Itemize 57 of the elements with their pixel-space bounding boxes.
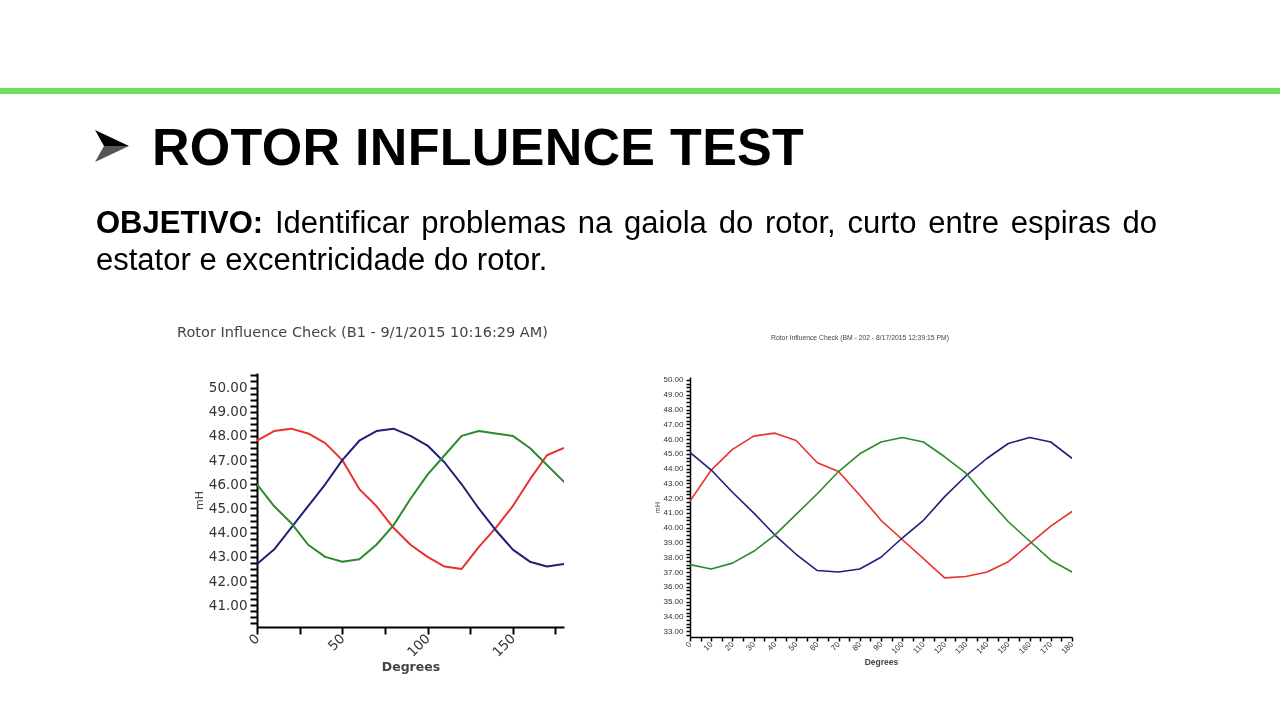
y-tick-label: 37.00 (663, 567, 685, 577)
x-tick-label: 140 (974, 639, 991, 656)
x-tick-label: 150 (995, 639, 1013, 656)
x-tick-label: 40 (765, 639, 779, 653)
y-tick-label: 42.00 (208, 572, 248, 589)
y-tick-label: 49.00 (208, 403, 248, 420)
text: OBJETIVO: (96, 205, 264, 240)
y-tick-label: 40.00 (663, 523, 685, 533)
y-tick-label: 41.00 (208, 596, 248, 613)
x-tick-label: 50 (786, 639, 800, 653)
y-tick-label: 36.00 (663, 582, 685, 592)
y-tick-label: 48.00 (663, 405, 685, 414)
y-tick-label: 50.00 (208, 379, 248, 396)
x-tick-label: 0 (683, 639, 694, 650)
y-tick-label: 45.00 (208, 499, 248, 516)
y-tick-label: 50.00 (663, 375, 685, 385)
x-tick-label: 0 (245, 630, 263, 648)
x-tick-label: 10 (701, 639, 715, 653)
y-tick-label: 46.00 (208, 475, 248, 492)
y-tick-label: 33.00 (663, 626, 685, 636)
y-tick-label: 44.00 (663, 464, 685, 474)
y-tick-label: 47.00 (663, 419, 685, 429)
x-tick-label: 30 (744, 639, 758, 653)
chart-title: Rotor Influence Check (B1 - 9/1/2015 10:16:29 AM) (177, 323, 548, 340)
x-tick-label: 160 (1017, 639, 1034, 656)
x-tick-label: 170 (1038, 639, 1055, 656)
y-tick-label: 46.00 (663, 434, 685, 444)
y-axis-title: mH (192, 491, 206, 510)
x-tick-label: 80 (850, 639, 864, 653)
text: ROTOR INFLUENCE TEST (152, 118, 805, 176)
x-axis-title: Degrees (381, 659, 441, 675)
x-tick-label: 90 (871, 639, 885, 653)
y-tick-label: 34.00 (663, 611, 685, 621)
x-tick-label: 100 (889, 639, 906, 656)
x-tick-label: 180 (1059, 639, 1076, 656)
y-tick-label: 48.00 (208, 427, 248, 444)
y-tick-label: 43.00 (208, 548, 248, 565)
y-tick-label: 39.00 (663, 537, 685, 547)
x-tick-label: 100 (403, 630, 434, 660)
x-tick-label: 120 (932, 639, 949, 656)
y-tick-label: 35.00 (663, 597, 685, 607)
y-tick-label: 49.00 (663, 390, 685, 400)
x-tick-label: 70 (829, 639, 843, 653)
x-tick-label: 130 (953, 639, 970, 656)
x-tick-label: 50 (324, 630, 348, 654)
y-tick-label: 41.00 (663, 508, 685, 518)
x-tick-label: 150 (488, 630, 519, 660)
x-tick-label: 110 (911, 639, 928, 656)
x-tick-label: 20 (723, 639, 737, 653)
y-tick-label: 38.00 (663, 552, 685, 562)
y-tick-label: 44.00 (208, 524, 248, 541)
x-axis-title: Degrees (864, 656, 899, 667)
y-tick-label: 45.00 (663, 449, 685, 459)
y-tick-label: 42.00 (663, 493, 685, 503)
y-tick-label: 47.00 (208, 451, 248, 468)
x-tick-label: 60 (808, 639, 822, 653)
y-tick-label: 43.00 (663, 478, 685, 488)
